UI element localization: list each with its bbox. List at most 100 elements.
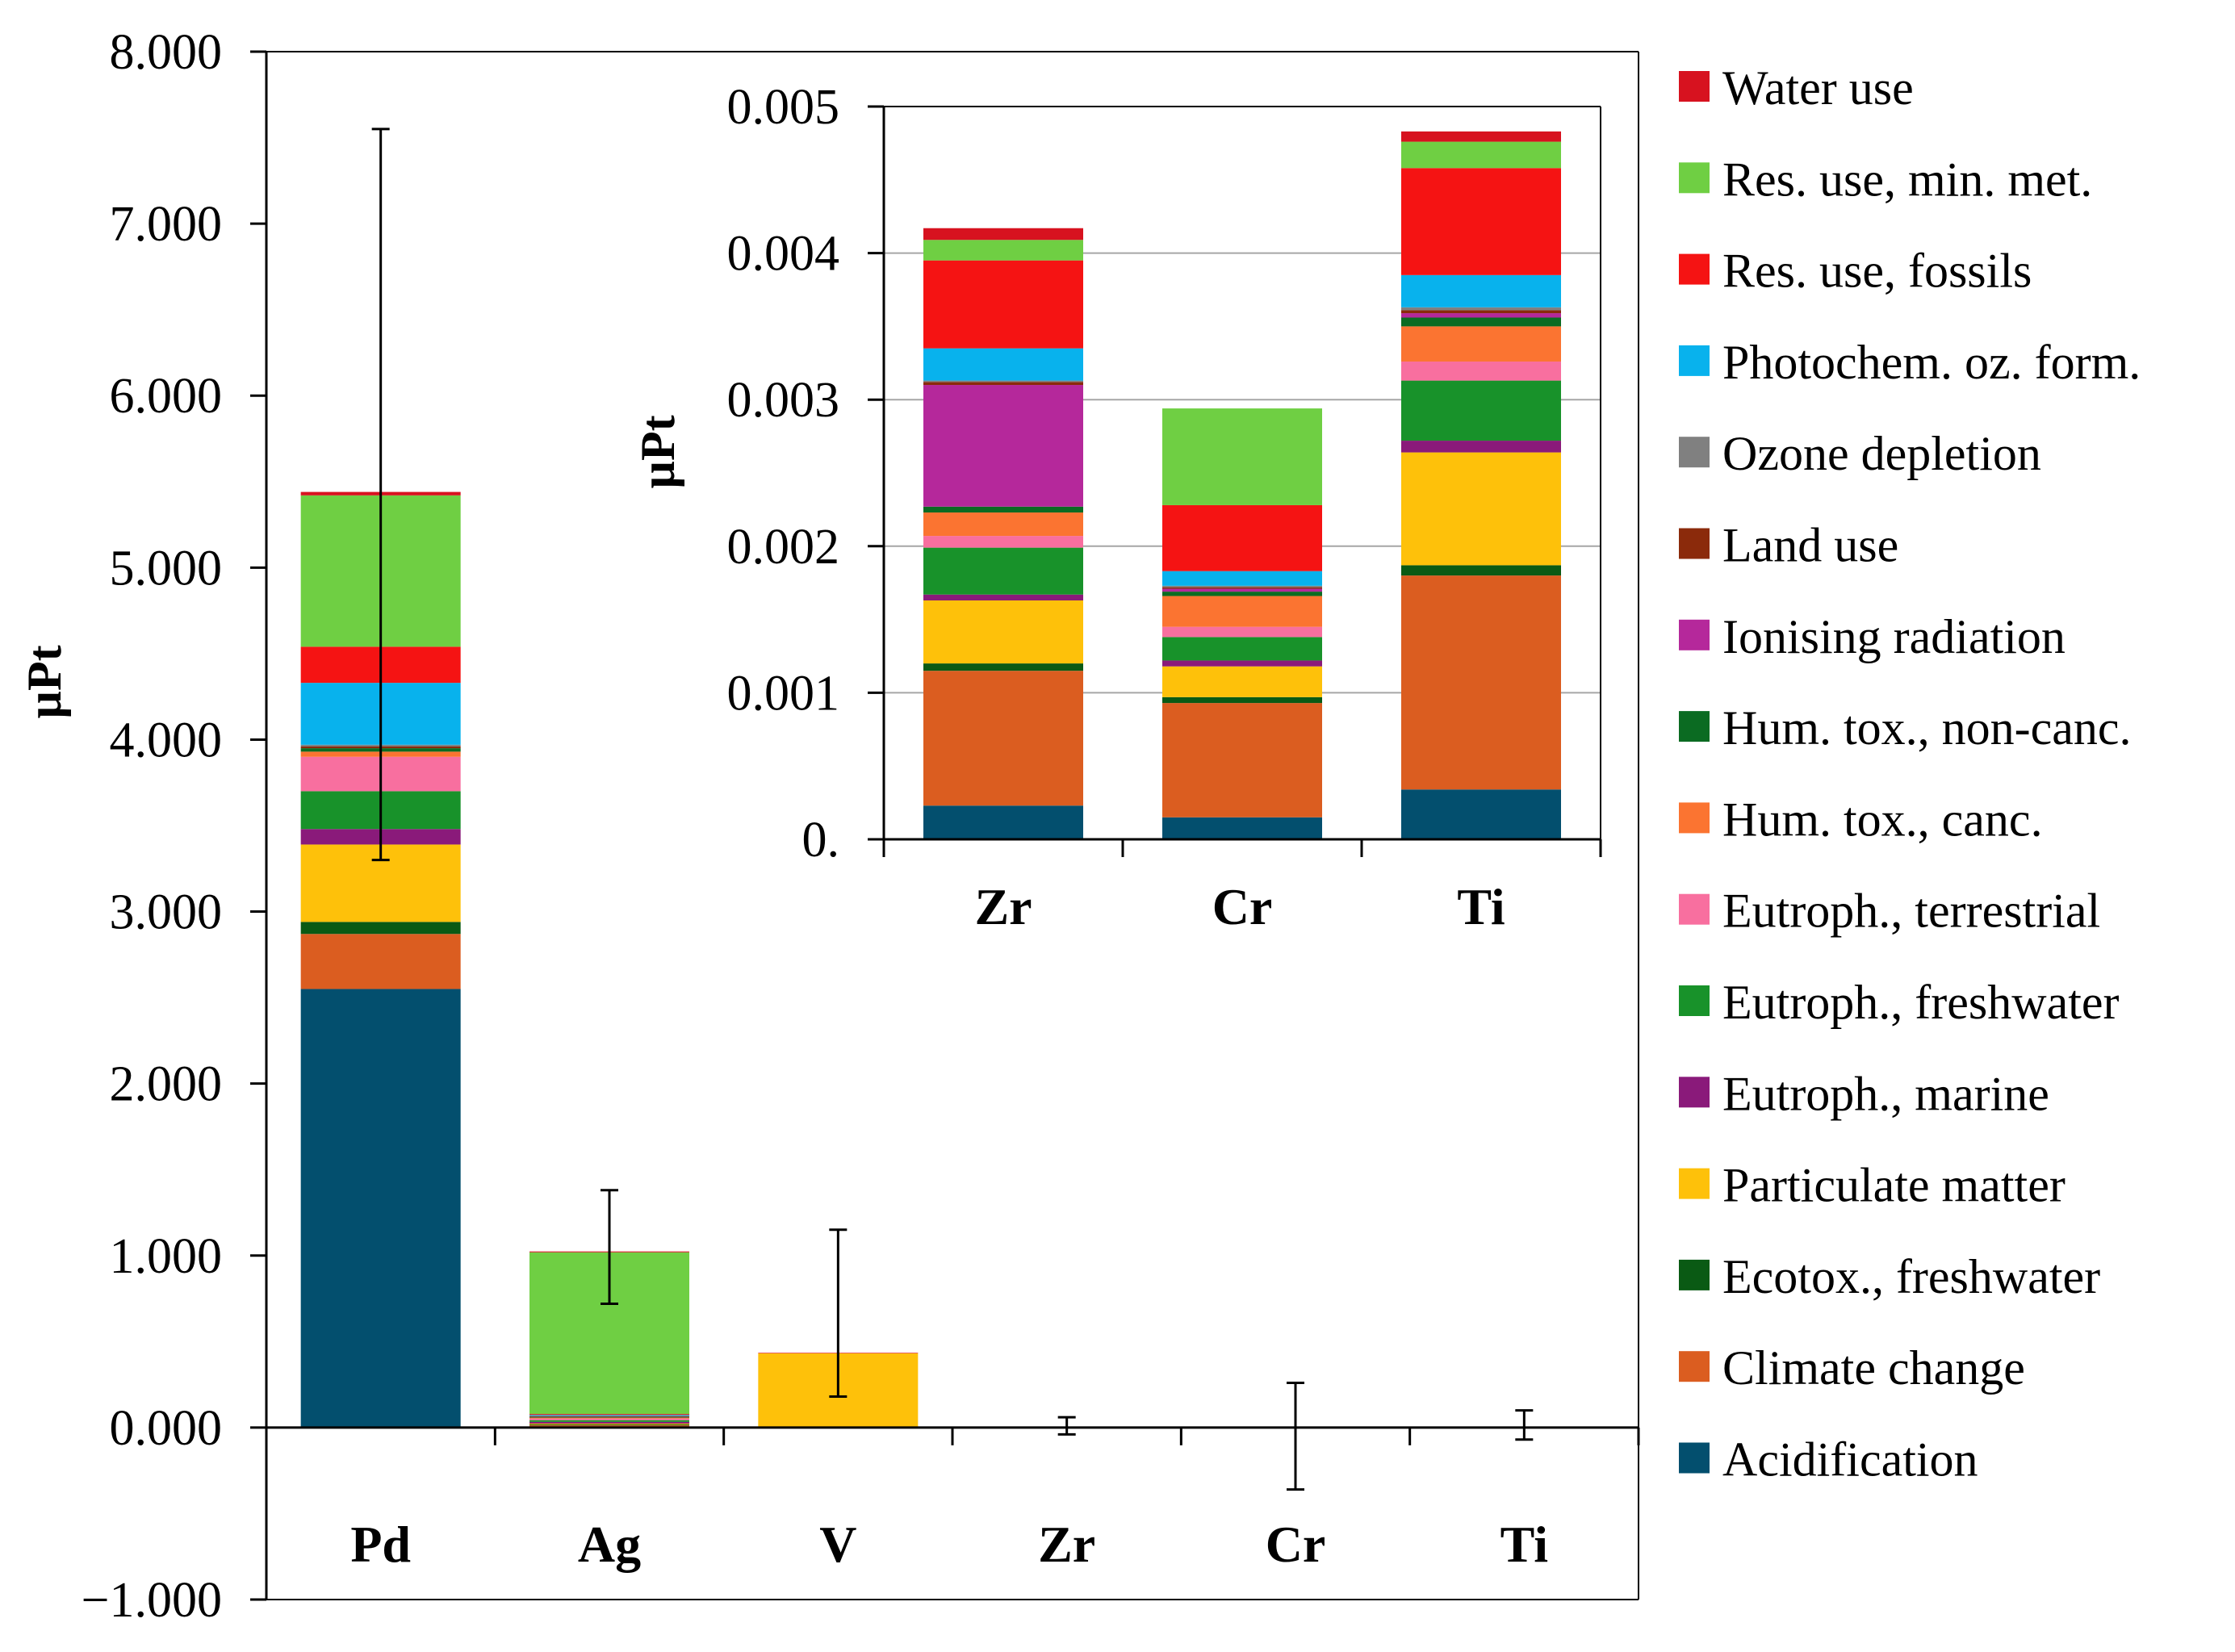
inset-bar-segment-zr-photochem-oz-form bbox=[923, 348, 1083, 381]
inset-bar-segment-zr-eutroph-marine bbox=[923, 594, 1083, 600]
inset-bar-segment-cr-hum-tox-non-canc bbox=[1162, 592, 1322, 596]
inset-bar-segment-zr-eutroph-terrestrial bbox=[923, 536, 1083, 548]
main-y-tick-label: 7.000 bbox=[110, 197, 223, 252]
x-tick-label-v: V bbox=[819, 1516, 856, 1573]
legend-swatch-photochem-oz-form bbox=[1679, 345, 1710, 376]
bar-segment-ag-eutroph-terrestrial bbox=[529, 1418, 689, 1420]
legend-label-hum-tox-non-canc: Hum. tox., non-canc. bbox=[1722, 701, 2132, 755]
legend-label-ozone-depletion: Ozone depletion bbox=[1722, 427, 2041, 480]
inset-x-tick-label-ti: Ti bbox=[1457, 878, 1505, 935]
inset-bar-segment-zr-ecotox-freshwater bbox=[923, 663, 1083, 671]
inset-bar-segment-zr-res-use-fossils bbox=[923, 260, 1083, 349]
legend-label-ionising-radiation: Ionising radiation bbox=[1722, 610, 2065, 663]
bar-segment-ag-land-use bbox=[529, 1416, 689, 1417]
inset-bar-segment-ti-climate-change bbox=[1401, 575, 1561, 790]
inset-bar-segment-zr-ozone-depletion bbox=[923, 380, 1083, 383]
bar-segment-ag-climate-change bbox=[529, 1425, 689, 1428]
legend-swatch-ozone-depletion bbox=[1679, 437, 1710, 468]
inset-bar-segment-cr-ecotox-freshwater bbox=[1162, 696, 1322, 704]
bar-segment-ag-ecotox-freshwater bbox=[529, 1424, 689, 1426]
inset-bar-segment-zr-eutroph-freshwater bbox=[923, 547, 1083, 595]
inset-bar-segment-zr-acidification bbox=[923, 805, 1083, 839]
inset-bar-segment-ti-ozone-depletion bbox=[1401, 307, 1561, 311]
inset-bar-segment-cr-res-use-fossils bbox=[1162, 504, 1322, 571]
inset-bar-segment-ti-eutroph-marine bbox=[1401, 441, 1561, 453]
bar-segment-ag-hum-tox-non-canc bbox=[529, 1416, 689, 1418]
inset-bar-segment-zr-climate-change bbox=[923, 671, 1083, 806]
legend-label-eutroph-marine: Eutroph., marine bbox=[1722, 1067, 2049, 1120]
inset-chart: 0. 0.001 0.002 0.003 0.004 0.005 Zr Cr Ti µPt bbox=[631, 80, 1602, 935]
bar-segment-ag-eutroph-freshwater bbox=[529, 1420, 689, 1422]
legend-swatch-hum-tox-non-canc bbox=[1679, 711, 1710, 742]
inset-bar-segment-cr-acidification bbox=[1162, 817, 1322, 839]
inset-y-tick-label: 0.002 bbox=[727, 520, 840, 575]
main-y-tick-label: 1.000 bbox=[110, 1229, 223, 1284]
legend-label-res-use-min-met: Res. use, min. met. bbox=[1722, 153, 2092, 206]
legend-label-land-use: Land use bbox=[1722, 519, 1898, 572]
inset-bar-segment-cr-ozone-depletion bbox=[1162, 585, 1322, 588]
legend-label-water-use: Water use bbox=[1722, 61, 1914, 115]
legend-swatch-water-use bbox=[1679, 71, 1710, 102]
inset-bar-segment-ti-hum-tox-non-canc bbox=[1401, 317, 1561, 327]
x-tick-label-ag: Ag bbox=[578, 1516, 641, 1573]
legend-swatch-climate-change bbox=[1679, 1351, 1710, 1382]
inset-bar-segment-cr-climate-change bbox=[1162, 703, 1322, 818]
inset-bar-segment-ti-res-use-fossils bbox=[1401, 168, 1561, 275]
x-tick-label-zr: Zr bbox=[1038, 1516, 1095, 1573]
main-axes: Pd Ag V Zr Cr Ti −1.000 0.000 1.000 2.000 3.000 4.0… bbox=[82, 25, 1640, 1628]
main-y-tick-label: 3.000 bbox=[110, 885, 223, 940]
inset-bar-segment-zr-land-use bbox=[923, 382, 1083, 386]
inset-bar-segment-zr-ionising-radiation bbox=[923, 385, 1083, 507]
legend-swatch-res-use-fossils bbox=[1679, 253, 1710, 285]
inset-bar-segment-cr-eutroph-freshwater bbox=[1162, 637, 1322, 661]
inset-bar-segment-cr-land-use bbox=[1162, 587, 1322, 589]
inset-x-tick-label-cr: Cr bbox=[1212, 878, 1273, 935]
legend-swatch-acidification bbox=[1679, 1442, 1710, 1474]
inset-bar-segment-ti-photochem-oz-form bbox=[1401, 274, 1561, 307]
legend-swatch-eutroph-freshwater bbox=[1679, 985, 1710, 1016]
legend-swatch-ionising-radiation bbox=[1679, 619, 1710, 650]
inset-bar-segment-ti-eutroph-terrestrial bbox=[1401, 361, 1561, 381]
legend-label-eutroph-terrestrial: Eutroph., terrestrial bbox=[1722, 885, 2100, 938]
inset-y-tick-label: 0.003 bbox=[727, 373, 840, 428]
legend-swatch-hum-tox-canc bbox=[1679, 802, 1710, 834]
inset-bar-segment-zr-res-use-min-met bbox=[923, 240, 1083, 261]
bar-segment-pd-climate-change bbox=[300, 934, 461, 989]
main-y-tick-label: 0.000 bbox=[110, 1401, 223, 1456]
legend: Water use Res. use, min. met. Res. use, fo… bbox=[1679, 61, 2141, 1487]
legend-swatch-particulate-matter bbox=[1679, 1168, 1710, 1199]
x-tick-label-cr: Cr bbox=[1266, 1516, 1326, 1573]
inset-bar-segment-cr-particulate-matter bbox=[1162, 666, 1322, 697]
main-y-tick-label: 6.000 bbox=[110, 369, 223, 424]
x-tick-label-pd: Pd bbox=[350, 1516, 411, 1573]
inset-bar-segment-cr-res-use-min-met bbox=[1162, 408, 1322, 505]
main-y-axis-label: µPt bbox=[18, 645, 71, 718]
inset-y-tick-label: 0.004 bbox=[727, 227, 840, 282]
main-y-tick-label: 8.000 bbox=[110, 25, 223, 80]
legend-label-particulate-matter: Particulate matter bbox=[1722, 1159, 2065, 1212]
inset-y-tick-label: 0. bbox=[802, 813, 840, 868]
inset-bar-segment-ti-water-use bbox=[1401, 131, 1561, 142]
legend-swatch-ecotox-freshwater bbox=[1679, 1259, 1710, 1290]
inset-bar-segment-zr-particulate-matter bbox=[923, 600, 1083, 664]
legend-swatch-land-use bbox=[1679, 528, 1710, 559]
bar-segment-ag-res-use-fossils bbox=[529, 1414, 689, 1416]
inset-bar-segment-ti-land-use bbox=[1401, 310, 1561, 314]
inset-y-tick-label: 0.001 bbox=[727, 666, 840, 721]
legend-swatch-eutroph-marine bbox=[1679, 1077, 1710, 1108]
legend-label-climate-change: Climate change bbox=[1722, 1341, 2025, 1395]
legend-label-res-use-fossils: Res. use, fossils bbox=[1722, 245, 2032, 298]
legend-label-ecotox-freshwater: Ecotox., freshwater bbox=[1722, 1250, 2100, 1303]
legend-swatch-eutroph-terrestrial bbox=[1679, 893, 1710, 925]
legend-label-acidification: Acidification bbox=[1722, 1433, 1978, 1487]
main-y-tick-label: 4.000 bbox=[110, 713, 223, 767]
legend-swatch-res-use-min-met bbox=[1679, 162, 1710, 194]
bar-segment-ag-eutroph-marine bbox=[529, 1421, 689, 1424]
inset-bars bbox=[923, 131, 1561, 839]
inset-bar-segment-ti-hum-tox-canc bbox=[1401, 326, 1561, 362]
inset-bar-segment-zr-hum-tox-non-canc bbox=[923, 506, 1083, 513]
inset-bar-segment-cr-ionising-radiation bbox=[1162, 588, 1322, 592]
bar-segment-pd-ecotox-freshwater bbox=[300, 922, 461, 935]
